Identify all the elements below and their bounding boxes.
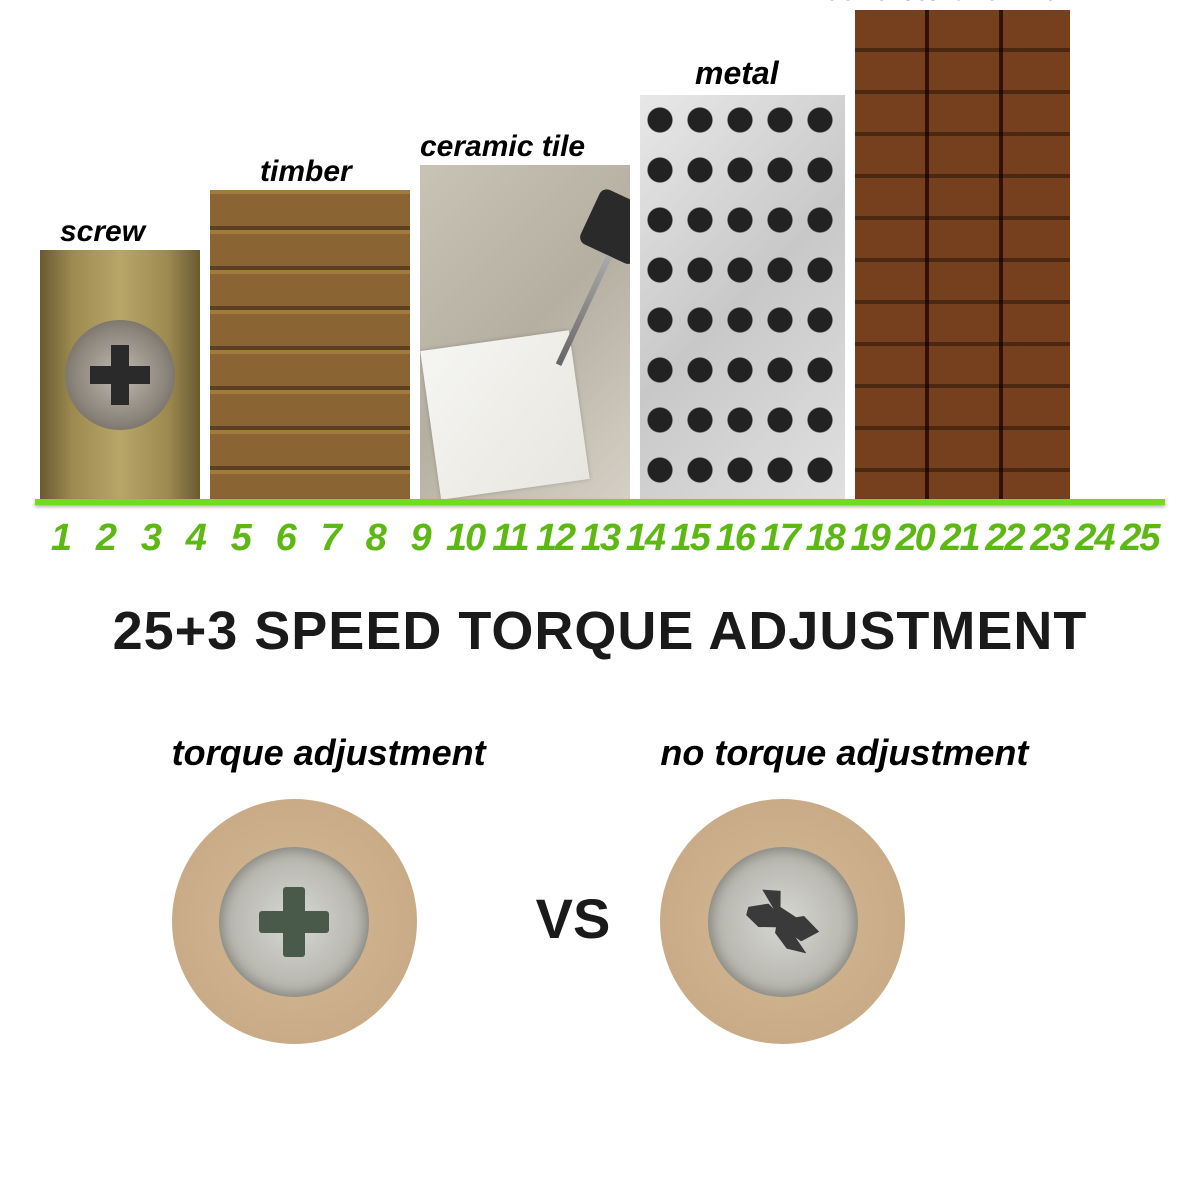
scale-number: 19: [847, 517, 892, 560]
scale-number: 21: [937, 517, 982, 560]
scale-numbers: 1234567891011121314151617181920212223242…: [0, 517, 1200, 560]
bar-timber: timber: [210, 190, 410, 500]
bar-label-ceramic: ceramic tile: [420, 130, 585, 164]
scale-number: 5: [218, 517, 263, 560]
bar-label-concrete: concrete brick wall: [825, 0, 1077, 7]
timber-texture: [210, 190, 410, 500]
compare-right: no torque adjustment: [660, 732, 1028, 1044]
scale-number: 22: [982, 517, 1027, 560]
scale-line: [35, 499, 1165, 505]
bar-label-screw: screw: [60, 215, 145, 249]
scale-number: 10: [443, 517, 488, 560]
compare-right-label: no torque adjustment: [660, 732, 1028, 774]
screw-good-inner: [219, 847, 369, 997]
materials-bar-chart: screw timber ceramic tile metal concrete…: [0, 0, 1200, 560]
scale-number: 13: [577, 517, 622, 560]
screw-texture: [40, 250, 200, 500]
scale-number: 2: [83, 517, 128, 560]
ceramic-texture: [420, 165, 630, 500]
compare-left-label: torque adjustment: [172, 732, 486, 774]
scale-number: 7: [308, 517, 353, 560]
scale-number: 14: [622, 517, 667, 560]
scale-number: 11: [488, 517, 533, 560]
scale-number: 20: [892, 517, 937, 560]
scale-number: 8: [353, 517, 398, 560]
scale-number: 15: [667, 517, 712, 560]
screw-head-icon: [65, 320, 175, 430]
metal-texture: [640, 95, 845, 500]
scale-number: 4: [173, 517, 218, 560]
screw-bad-inner: [708, 847, 858, 997]
scale-number: 23: [1027, 517, 1072, 560]
main-title: 25+3 SPEED TORQUE ADJUSTMENT: [0, 600, 1200, 662]
scale-number: 6: [263, 517, 308, 560]
compare-area: torque adjustment VS no torque adjustmen…: [0, 732, 1200, 1044]
scale-number: 16: [712, 517, 757, 560]
compare-left: torque adjustment: [172, 732, 486, 1044]
bar-ceramic-tile: ceramic tile: [420, 165, 630, 500]
brick-texture: [855, 10, 1070, 500]
damaged-screw-icon: [738, 877, 828, 967]
bar-concrete: concrete brick wall: [855, 10, 1070, 500]
bar-label-metal: metal: [695, 55, 779, 92]
scale-number: 18: [802, 517, 847, 560]
scale-number: 9: [398, 517, 443, 560]
scale-number: 12: [532, 517, 577, 560]
scale-number: 1: [38, 517, 83, 560]
bar-screw: screw: [40, 250, 200, 500]
scale-number: 17: [757, 517, 802, 560]
screw-good-circle: [172, 799, 417, 1044]
phillips-icon: [254, 882, 334, 962]
scale-number: 3: [128, 517, 173, 560]
scale-number: 24: [1072, 517, 1117, 560]
scale-number: 25: [1117, 517, 1162, 560]
bar-metal: metal: [640, 95, 845, 500]
screw-bad-circle: [660, 799, 905, 1044]
vs-label: VS: [536, 886, 611, 951]
drill-icon: [544, 187, 630, 343]
bar-label-timber: timber: [260, 155, 352, 189]
